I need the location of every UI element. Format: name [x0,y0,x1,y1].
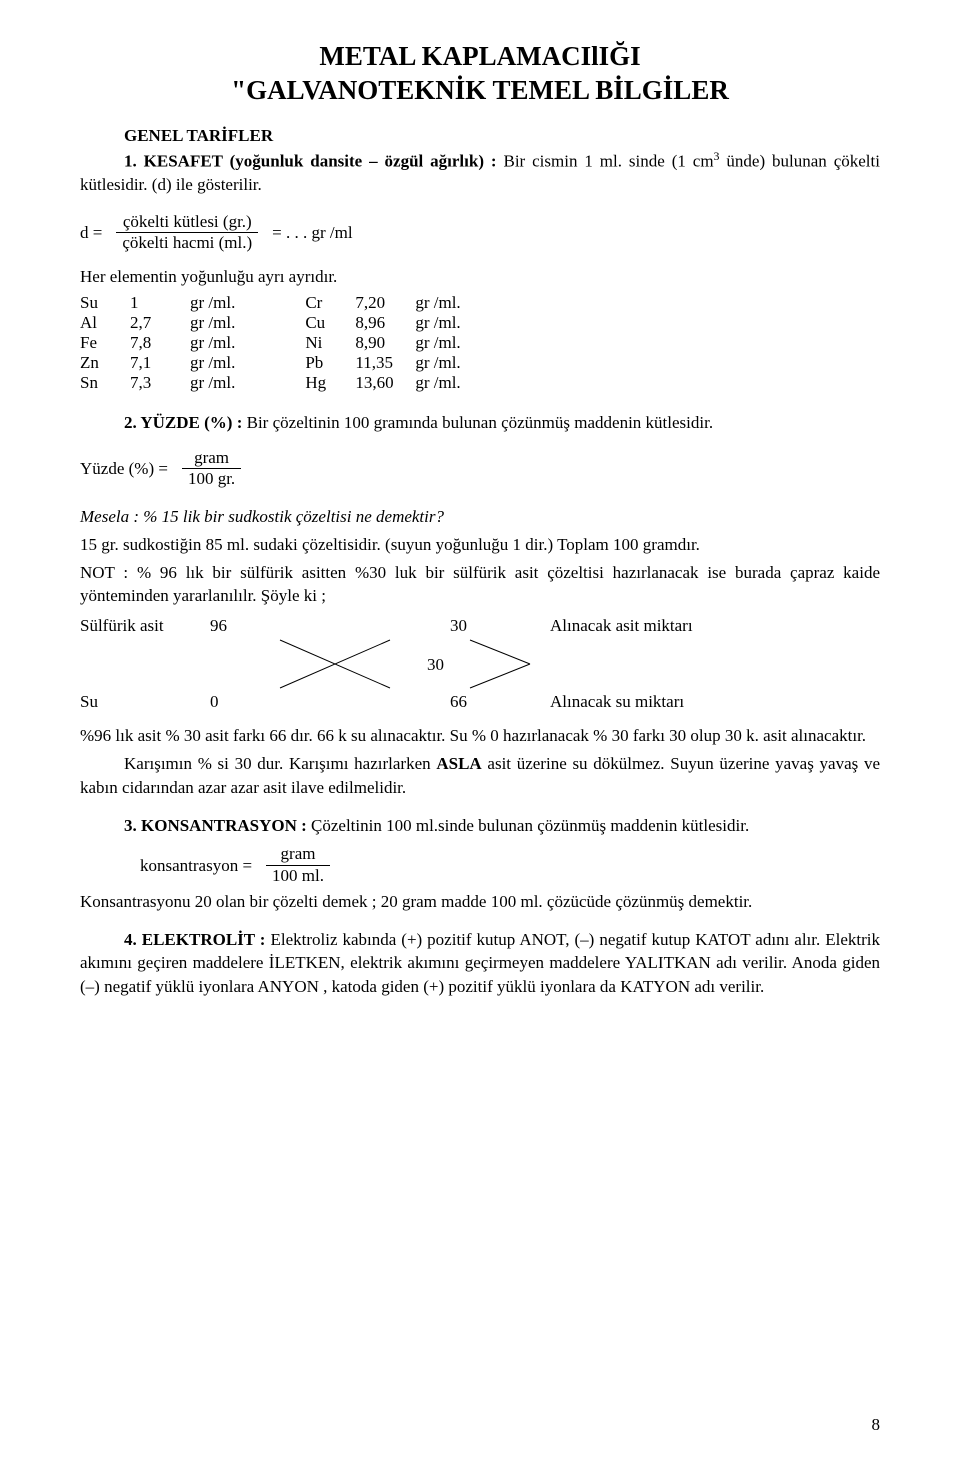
table-row: Al2,7gr /ml. [80,313,235,333]
density-table: Su1gr /ml. Al2,7gr /ml. Fe7,8gr /ml. Zn7… [80,293,880,393]
cross-top-label: Sülfürik asit [80,616,210,636]
cross-bot-left: 0 [210,692,270,712]
table-row: Cu8,96gr /ml. [305,313,460,333]
cross-bot-label: Su [80,692,210,712]
paragraph-konsantrasyon: 3. KONSANTRASYON : Çözeltinin 100 ml.sin… [80,814,880,838]
paragraph-kesafet: 1. KESAFET (yoğunluk dansite – özgül ağı… [80,148,880,197]
konsant-num: gram [275,845,322,864]
density-fraction-den: çökelti hacmi (ml.) [116,234,258,253]
konsant-fraction: gram 100 ml. [266,845,330,885]
cross-diagram: Sülfürik asit 96 30 Alınacak asit miktar… [80,616,880,712]
table-row: Fe7,8gr /ml. [80,333,235,353]
density-fraction-num: çökelti kütlesi (gr.) [117,213,258,232]
table-row: Sn7,3gr /ml. [80,373,235,393]
density-formula: d = çökelti kütlesi (gr.) çökelti hacmi … [80,213,880,253]
mesela-italic: Mesela : % 15 lik bir sudkostik çözeltis… [80,505,880,529]
def-1-text-a: Bir cismin 1 ml. sinde (1 cm [497,151,714,170]
konsant-lhs: konsantrasyon = [140,856,252,876]
def-3-text: Çözeltinin 100 ml.sinde bulunan çözünmüş… [307,816,749,835]
after-cross-1: %96 lık asit % 30 asit farkı 66 dır. 66 … [80,724,880,748]
cross-bot-result: Alınacak su miktarı [550,692,684,712]
def-3-lead: 3. KONSANTRASYON : [124,816,307,835]
paragraph-yuzde: 2. YÜZDE (%) : Bir çözeltinin 100 gramın… [80,411,880,435]
cross-top-left: 96 [210,616,270,636]
konsant-formula: konsantrasyon = gram 100 ml. [140,845,880,885]
cross-svg: 30 [210,634,550,694]
cross-mid: 30 [427,655,444,674]
def-2-lead: 2. YÜZDE (%) : [124,413,242,432]
yuzde-num: gram [188,449,235,468]
mesela-rest: 15 gr. sudkostiğin 85 ml. sudaki çözelti… [80,533,880,557]
density-formula-rhs: = . . . gr /ml [272,223,352,243]
paragraph-elektrolit: 4. ELEKTROLİT : Elektroliz kabında (+) p… [80,928,880,999]
after-cross-2: Karışımın % si 30 dur. Karışımı hazırlar… [80,752,880,800]
table-row: Cr7,20gr /ml. [305,293,460,313]
table-row: Pb11,35gr /ml. [305,353,460,373]
density-col-1: Su1gr /ml. Al2,7gr /ml. Fe7,8gr /ml. Zn7… [80,293,235,393]
density-formula-lhs: d = [80,223,102,243]
her-element-text: Her elementin yoğunluğu ayrı ayrıdır. [80,265,880,289]
asla-bold: ASLA [436,754,481,773]
cross-top-right: 30 [450,616,510,636]
yuzde-fraction: gram 100 gr. [182,449,241,489]
section-heading: GENEL TARİFLER [80,126,880,146]
title-line-2: "GALVANOTEKNİK TEMEL BİLGİLER [80,74,880,108]
yuzde-formula: Yüzde (%) = gram 100 gr. [80,449,880,489]
def-4-lead: 4. ELEKTROLİT : [124,930,265,949]
cross-bot-right: 66 [450,692,510,712]
def-1-lead: 1. KESAFET (yoğunluk dansite – özgül ağı… [124,151,497,170]
konsant-den: 100 ml. [266,867,330,886]
konsant-after: Konsantrasyonu 20 olan bir çözelti demek… [80,890,880,914]
after-cross-2a: Karışımın % si 30 dur. Karışımı hazırlar… [124,754,436,773]
table-row: Zn7,1gr /ml. [80,353,235,373]
table-row: Hg13,60gr /ml. [305,373,460,393]
cross-top-result: Alınacak asit miktarı [550,616,693,636]
page-number: 8 [872,1415,881,1435]
yuzde-den: 100 gr. [182,470,241,489]
not-text: NOT : % 96 lık bir sülfürik asitten %30 … [80,561,880,609]
title-line-1: METAL KAPLAMACIlIĞI [80,40,880,74]
density-fraction: çökelti kütlesi (gr.) çökelti hacmi (ml.… [116,213,258,253]
document-title: METAL KAPLAMACIlIĞI "GALVANOTEKNİK TEMEL… [80,40,880,108]
yuzde-lhs: Yüzde (%) = [80,459,168,479]
table-row: Su1gr /ml. [80,293,235,313]
def-2-text: Bir çözeltinin 100 gramında bulunan çözü… [242,413,713,432]
density-col-2: Cr7,20gr /ml. Cu8,96gr /ml. Ni8,90gr /ml… [305,293,460,393]
table-row: Ni8,90gr /ml. [305,333,460,353]
